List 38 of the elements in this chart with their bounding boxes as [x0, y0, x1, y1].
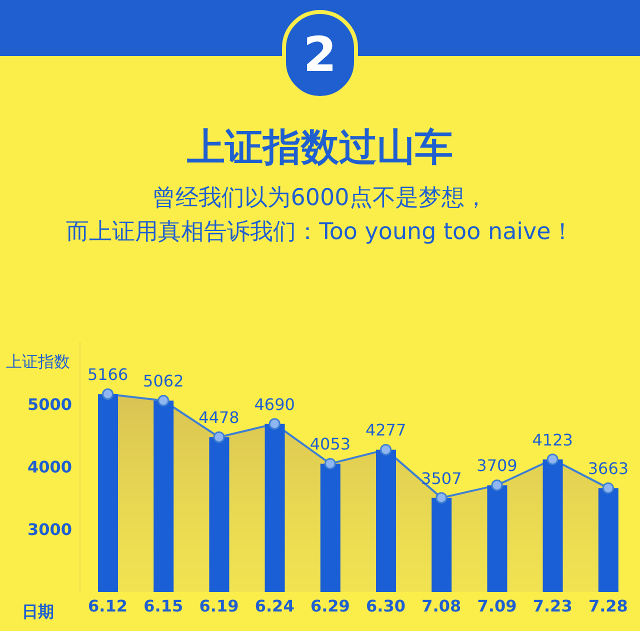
- text: 2: [282, 10, 358, 100]
- chart-title: 上证指数过山车: [186, 124, 454, 171]
- point: [491, 479, 503, 491]
- data-label: 5166: [87, 365, 128, 384]
- point: [268, 418, 280, 430]
- point: [602, 482, 614, 494]
- chart-subtitle: 曾经我们以为6000点不是梦想，而上证用真相告诉我们：Too young too naive！: [65, 184, 575, 247]
- x-tick-label: 7.28: [588, 596, 628, 616]
- point: [324, 458, 336, 470]
- point: [102, 388, 114, 400]
- x-tick-label: 6.30: [366, 596, 406, 616]
- data-label: 4053: [310, 434, 351, 454]
- data-label: 4123: [532, 430, 573, 450]
- data-label: 3709: [476, 456, 518, 476]
- data-label: 4277: [365, 420, 406, 440]
- y-tick-label: 3000: [27, 520, 72, 540]
- data-label: 5062: [143, 372, 184, 391]
- data-label: 3663: [588, 459, 629, 478]
- point: [158, 394, 170, 406]
- data-label: 3507: [421, 468, 462, 488]
- x-tick-label: 6.24: [254, 596, 294, 616]
- data-label: 4478: [198, 408, 240, 428]
- x-tick-label: 6.12: [88, 596, 128, 616]
- point: [436, 492, 448, 504]
- x-tick-label: 7.08: [422, 596, 462, 616]
- point: [546, 454, 558, 466]
- point: [380, 444, 392, 456]
- y-axis-title: 上证指数: [6, 352, 70, 373]
- x-tick-label: 6.19: [199, 596, 239, 616]
- x-axis-title: 日期: [22, 602, 54, 623]
- y-tick-label: 5000: [27, 395, 72, 414]
- x-tick-label: 6.15: [144, 596, 184, 616]
- y-tick-label: 4000: [27, 458, 72, 477]
- point: [213, 431, 225, 443]
- x-tick-label: 6.29: [310, 596, 350, 616]
- x-tick-label: 7.09: [477, 596, 517, 616]
- data-label: 4690: [254, 394, 295, 414]
- x-tick-label: 7.23: [532, 596, 572, 616]
